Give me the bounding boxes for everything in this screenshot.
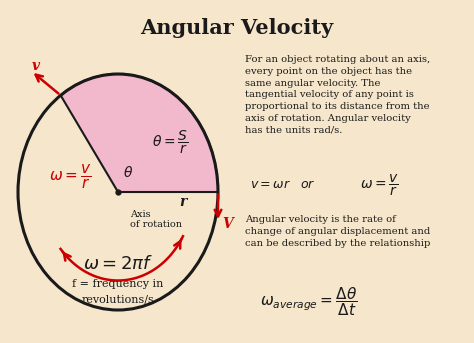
Text: revolutions/s: revolutions/s xyxy=(82,294,155,304)
Text: For an object rotating about an axis,
every point on the object has the
same ang: For an object rotating about an axis, ev… xyxy=(245,55,430,135)
Text: Angular Velocity: Angular Velocity xyxy=(140,18,334,38)
Text: f = frequency in: f = frequency in xyxy=(73,279,164,289)
Text: V: V xyxy=(223,217,233,231)
Text: Angular velocity is the rate of
change of angular displacement and
can be descri: Angular velocity is the rate of change o… xyxy=(245,215,430,248)
Text: $\theta$: $\theta$ xyxy=(123,165,133,180)
Text: r: r xyxy=(179,195,187,209)
Text: $\theta = \dfrac{S}{r}$: $\theta = \dfrac{S}{r}$ xyxy=(152,129,188,156)
Text: $\omega = \dfrac{v}{r}$: $\omega = \dfrac{v}{r}$ xyxy=(360,173,399,198)
Text: $\omega_{average} = \dfrac{\Delta\theta}{\Delta t}$: $\omega_{average} = \dfrac{\Delta\theta}… xyxy=(260,285,357,318)
Text: Axis
of rotation: Axis of rotation xyxy=(130,210,182,229)
Text: $\omega = 2\pi f$: $\omega = 2\pi f$ xyxy=(83,255,153,273)
Text: $\omega = \dfrac{v}{r}$: $\omega = \dfrac{v}{r}$ xyxy=(49,163,91,191)
Text: $v = \omega r$   $or$: $v = \omega r$ $or$ xyxy=(250,178,316,191)
Polygon shape xyxy=(61,74,218,192)
Text: v: v xyxy=(31,59,39,73)
